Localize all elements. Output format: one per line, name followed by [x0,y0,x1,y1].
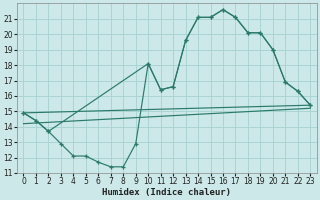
X-axis label: Humidex (Indice chaleur): Humidex (Indice chaleur) [102,188,231,197]
